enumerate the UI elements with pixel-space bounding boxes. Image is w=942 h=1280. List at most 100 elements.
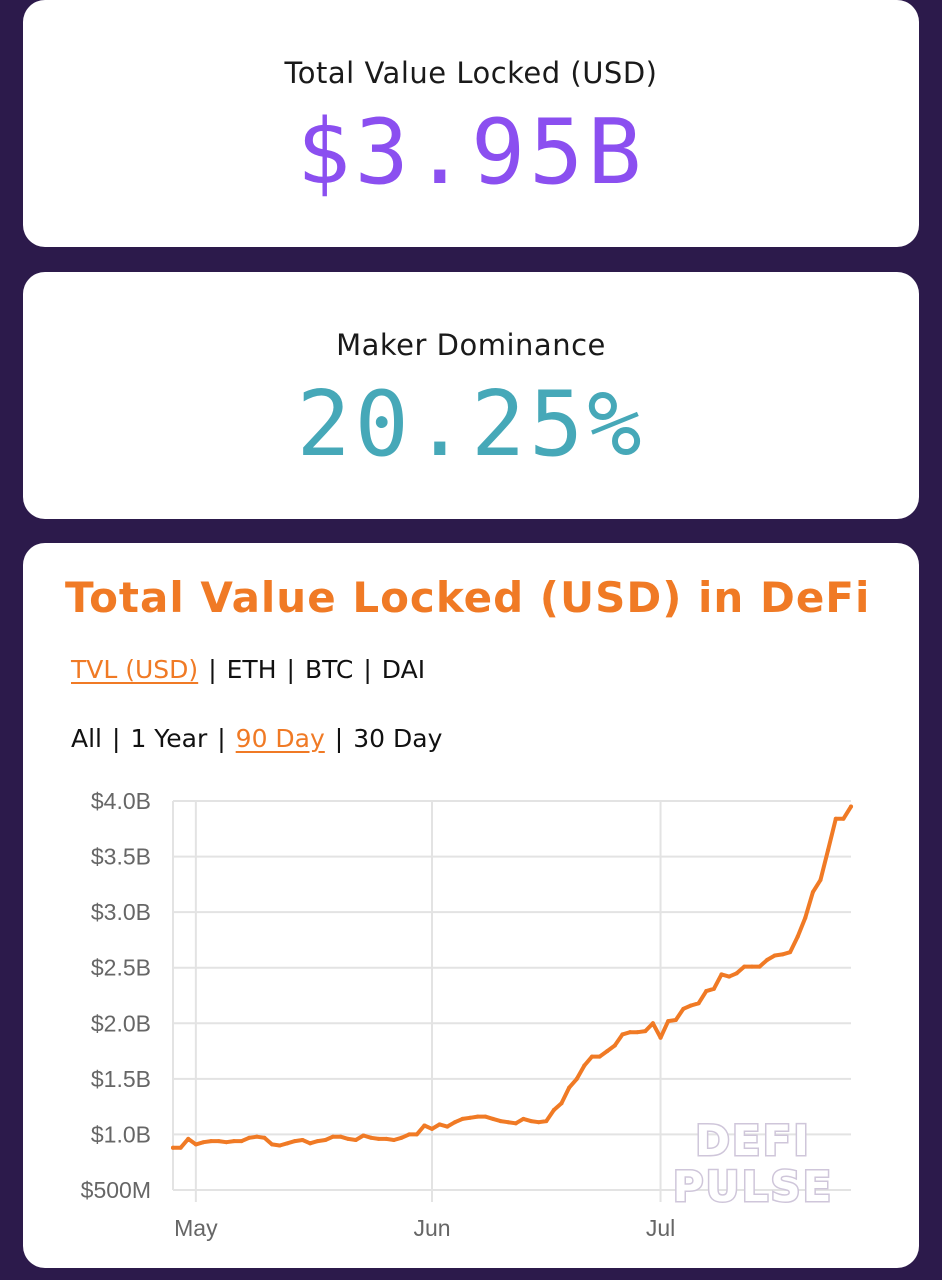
tvl-data-point [589,1054,594,1059]
tvl-data-point [430,1126,435,1131]
tab-dai[interactable]: DAI [381,655,426,684]
tvl-data-point [498,1119,503,1124]
tvl-data-point [521,1116,526,1121]
tab-btc[interactable]: BTC [304,655,354,684]
tvl-data-point [551,1107,556,1112]
y-tick-label: $4.0B [91,788,151,814]
tvl-data-point [605,1049,610,1054]
tvl-data-point [178,1145,183,1150]
tab-eth[interactable]: ETH [226,655,277,684]
tvl-data-point [803,915,808,920]
tvl-data-point [201,1140,206,1145]
tvl-data-point [216,1139,221,1144]
tvl-data-point [841,816,846,821]
tvl-data-point [788,950,793,955]
tvl-data-point [765,957,770,962]
tvl-data-point [696,1001,701,1006]
tvl-data-point [399,1135,404,1140]
tab-separator: | [286,655,295,684]
x-tick-label: May [174,1215,218,1241]
tvl-data-point [376,1136,381,1141]
series [171,804,853,1150]
y-tick-label: $2.5B [91,955,151,981]
y-tick-label: $500M [81,1177,151,1203]
tvl-data-point [369,1135,374,1140]
tvl-data-point [300,1137,305,1142]
tvl-card: Total Value Locked (USD) $3.95B [23,0,919,247]
tvl-data-point [239,1139,244,1144]
tvl-data-point [483,1114,488,1119]
range-tabs: All | 1 Year | 90 Day | 30 Day [71,724,442,753]
tab-separator: | [112,724,121,753]
tvl-data-point [353,1137,358,1142]
tvl-data-point [757,964,762,969]
tab-separator: | [217,724,226,753]
tvl-data-point [270,1142,275,1147]
tvl-data-point [407,1132,412,1137]
tvl-data-point [437,1122,442,1127]
tvl-data-point [650,1021,655,1026]
tvl-chart-card: Total Value Locked (USD) in DeFi TVL (US… [23,543,919,1268]
tvl-data-point [452,1120,457,1125]
tvl-data-point [346,1136,351,1141]
tvl-data-point [445,1124,450,1129]
tvl-line-chart: $500M $1.0B $1.5B $2.0B $2.5B $3.0B $3.5B $4.0B… [81,788,853,1241]
tvl-data-point [422,1123,427,1128]
tvl-data-point [574,1076,579,1081]
watermark-line-1: DEFI [695,1116,811,1165]
tvl-data-point [506,1120,511,1125]
tab-separator: | [208,655,217,684]
tvl-data-point [171,1145,175,1150]
tvl-data-point [536,1120,541,1125]
tvl-data-point [681,1006,686,1011]
x-tick-label: Jul [646,1215,675,1241]
tab-tvl-usd[interactable]: TVL (USD) [71,655,199,684]
tvl-data-point [734,971,739,976]
y-tick-label: $2.0B [91,1010,151,1036]
tvl-data-point [666,1019,671,1024]
tvl-data-point [529,1119,534,1124]
tvl-data-point [361,1133,366,1138]
tvl-data-point [643,1029,648,1034]
tvl-data-point [513,1121,518,1126]
grid [173,800,851,1202]
tvl-value: $3.95B [296,100,646,205]
tvl-data-point [193,1142,198,1147]
tvl-data-point [224,1140,229,1145]
tvl-data-point [658,1035,663,1040]
tvl-data-point [780,952,785,957]
tvl-data-point [559,1101,564,1106]
tab-separator: | [363,655,372,684]
tab-30-day[interactable]: 30 Day [353,724,443,753]
tab-separator: | [334,724,344,753]
tvl-data-point [818,877,823,882]
y-tick-label: $1.5B [91,1066,151,1092]
tvl-data-point [384,1136,389,1141]
tvl-data-point [689,1003,694,1008]
tvl-data-point [711,986,716,991]
tvl-data-point [673,1017,678,1022]
tvl-data-point [460,1116,465,1121]
watermark-line-2: PULSE [673,1162,834,1211]
x-tick-label: Jun [413,1215,450,1241]
tvl-series-line [171,804,853,1150]
tvl-data-point [620,1032,625,1037]
tab-90-day[interactable]: 90 Day [235,724,325,753]
tvl-data-point [612,1043,617,1048]
tvl-label: Total Value Locked (USD) [284,56,658,90]
axes: $500M $1.0B $1.5B $2.0B $2.5B $3.0B $3.5B $4.0B… [81,788,676,1241]
unit-tabs: TVL (USD) | ETH | BTC | DAI [71,655,425,684]
tvl-data-point [315,1139,320,1144]
tvl-data-point [231,1139,236,1144]
tvl-data-point [323,1137,328,1142]
tvl-data-point [582,1063,587,1068]
tab-1-year[interactable]: 1 Year [130,724,208,753]
maker-dominance-value: 20.25% [296,372,646,477]
maker-dominance-label: Maker Dominance [336,328,606,362]
maker-dominance-card: Maker Dominance 20.25% [23,272,919,519]
tvl-data-point [338,1134,343,1139]
tvl-data-point [635,1030,640,1035]
tab-all[interactable]: All [71,724,102,753]
chart-title: Total Value Locked (USD) in DeFi [65,573,871,622]
tvl-data-point [186,1136,191,1141]
